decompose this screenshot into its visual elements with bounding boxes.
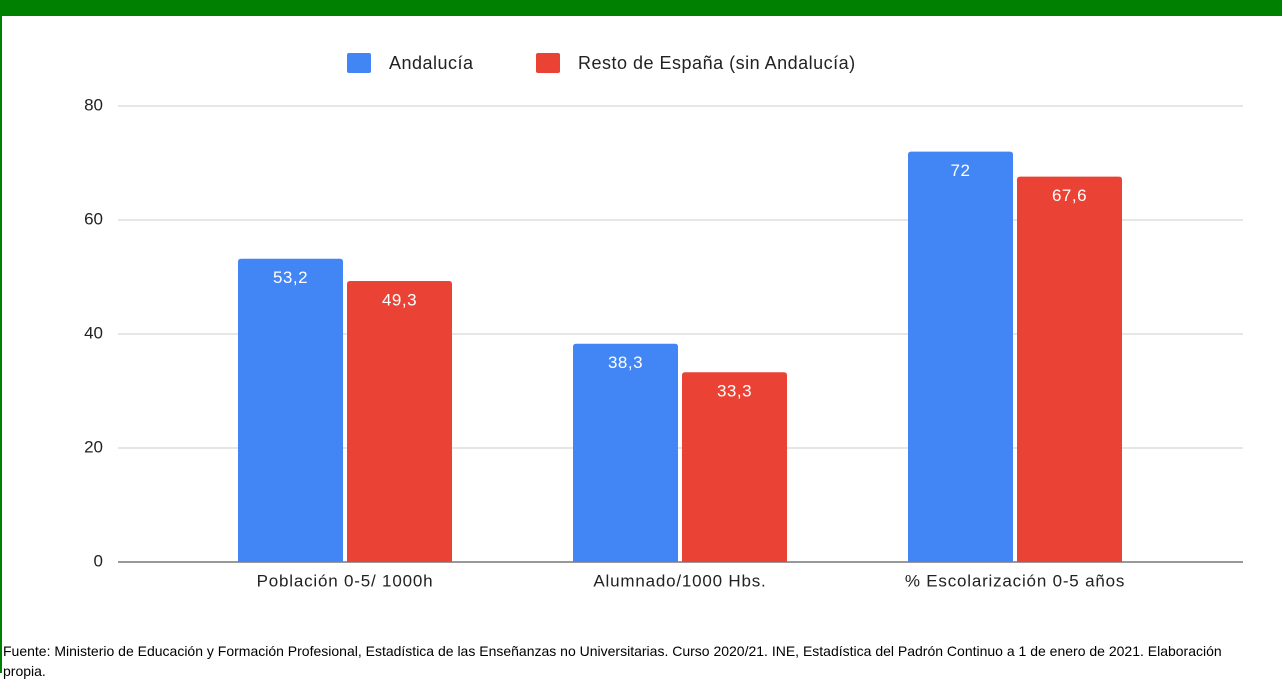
bar	[238, 258, 343, 562]
x-tick-label: Población 0-5/ 1000h	[257, 571, 434, 590]
y-tick-label: 40	[84, 323, 103, 342]
legend-label: Resto de España (sin Andalucía)	[578, 53, 856, 73]
y-tick-label: 0	[94, 551, 103, 570]
legend-swatch	[347, 53, 371, 73]
bar	[1017, 176, 1122, 562]
legend-label: Andalucía	[389, 53, 474, 73]
legend-swatch	[536, 53, 560, 73]
value-label: 72	[951, 161, 971, 180]
y-tick-label: 60	[84, 209, 103, 228]
bar	[573, 343, 678, 562]
value-label: 53,2	[273, 268, 308, 287]
bar	[682, 372, 787, 562]
left-border	[0, 0, 2, 673]
value-label: 67,6	[1052, 186, 1087, 205]
source-note: Fuente: Ministerio de Educación y Formac…	[3, 643, 1222, 679]
y-tick-label: 20	[84, 437, 103, 456]
value-label: 38,3	[608, 353, 643, 372]
value-label: 33,3	[717, 382, 752, 401]
bar	[347, 280, 452, 562]
y-tick-label: 80	[84, 95, 103, 114]
value-label: 49,3	[382, 290, 417, 309]
x-tick-label: % Escolarización 0-5 años	[905, 571, 1125, 590]
header-bar	[0, 0, 1282, 16]
bar	[908, 151, 1013, 562]
x-tick-label: Alumnado/1000 Hbs.	[593, 571, 766, 590]
